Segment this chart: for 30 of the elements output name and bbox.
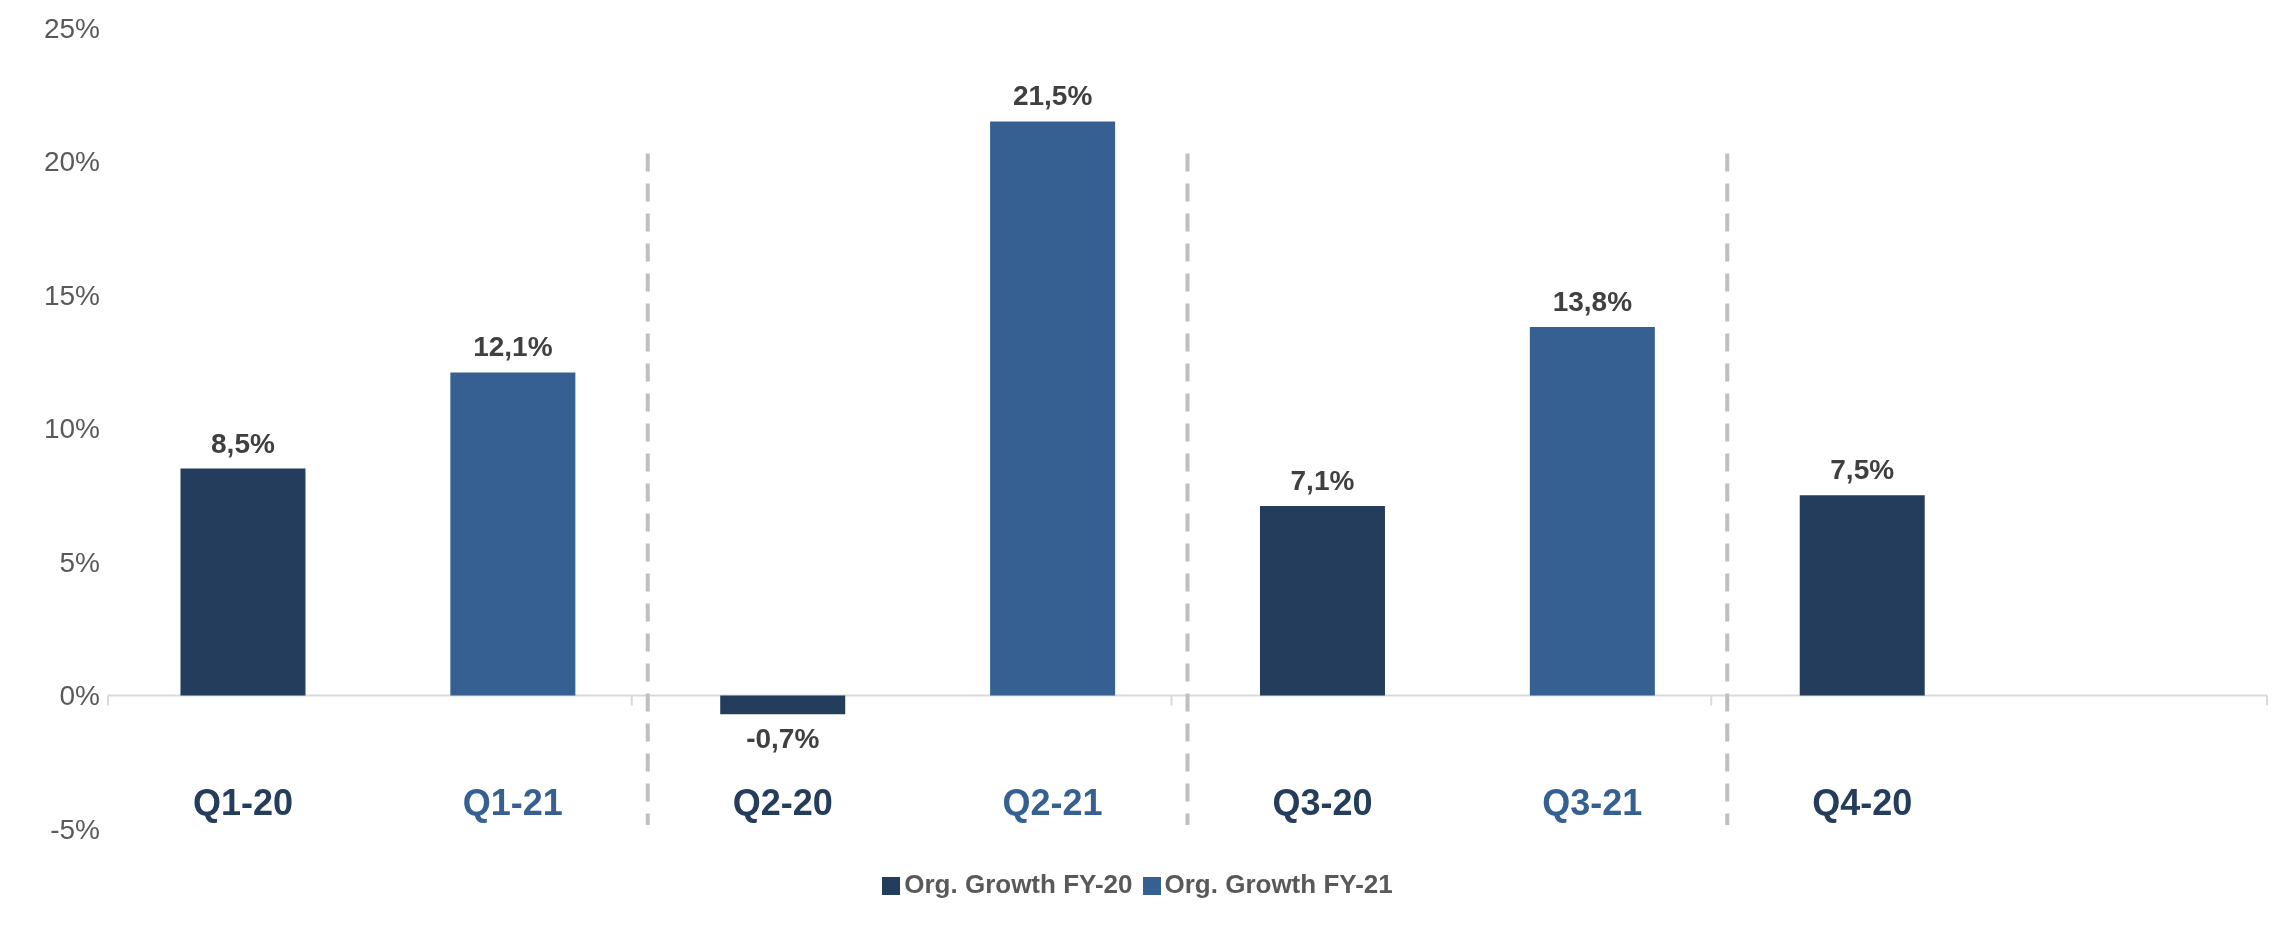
x-tick-label: Q2-21 — [1002, 781, 1103, 823]
data-label: 8,5% — [211, 427, 275, 459]
x-tick-label: Q1-21 — [462, 781, 563, 823]
bar — [1259, 505, 1385, 696]
data-label: 7,5% — [1830, 454, 1895, 486]
x-tick-label: Q2-20 — [732, 781, 833, 823]
x-tick-label: Q3-20 — [1272, 781, 1373, 823]
bar — [1529, 327, 1655, 696]
y-tick-label: 0% — [59, 680, 100, 712]
y-tick-label: -5% — [50, 813, 100, 845]
legend-label: Org. Growth FY-20 — [904, 869, 1133, 899]
y-tick-label: 5% — [59, 546, 100, 578]
bar — [450, 372, 576, 696]
bar — [1799, 495, 1925, 696]
y-tick-label: 10% — [43, 413, 100, 445]
data-label: 13,8% — [1552, 286, 1633, 318]
bar — [180, 468, 306, 696]
data-label: 12,1% — [473, 331, 553, 363]
x-tick-label: Q4-20 — [1812, 781, 1913, 823]
legend-label: Org. Growth FY-21 — [1164, 869, 1393, 899]
bar — [990, 121, 1116, 696]
y-tick-label: 25% — [43, 12, 100, 44]
x-tick-label: Q1-20 — [192, 781, 293, 823]
data-label: 21,5% — [1012, 80, 1093, 112]
data-label: -0,7% — [746, 723, 820, 755]
x-tick-label: Q3-21 — [1542, 781, 1643, 823]
y-tick-label: 15% — [43, 279, 100, 311]
data-label: 7,1% — [1290, 464, 1355, 496]
bar — [720, 695, 846, 715]
y-tick-label: 20% — [43, 146, 100, 178]
